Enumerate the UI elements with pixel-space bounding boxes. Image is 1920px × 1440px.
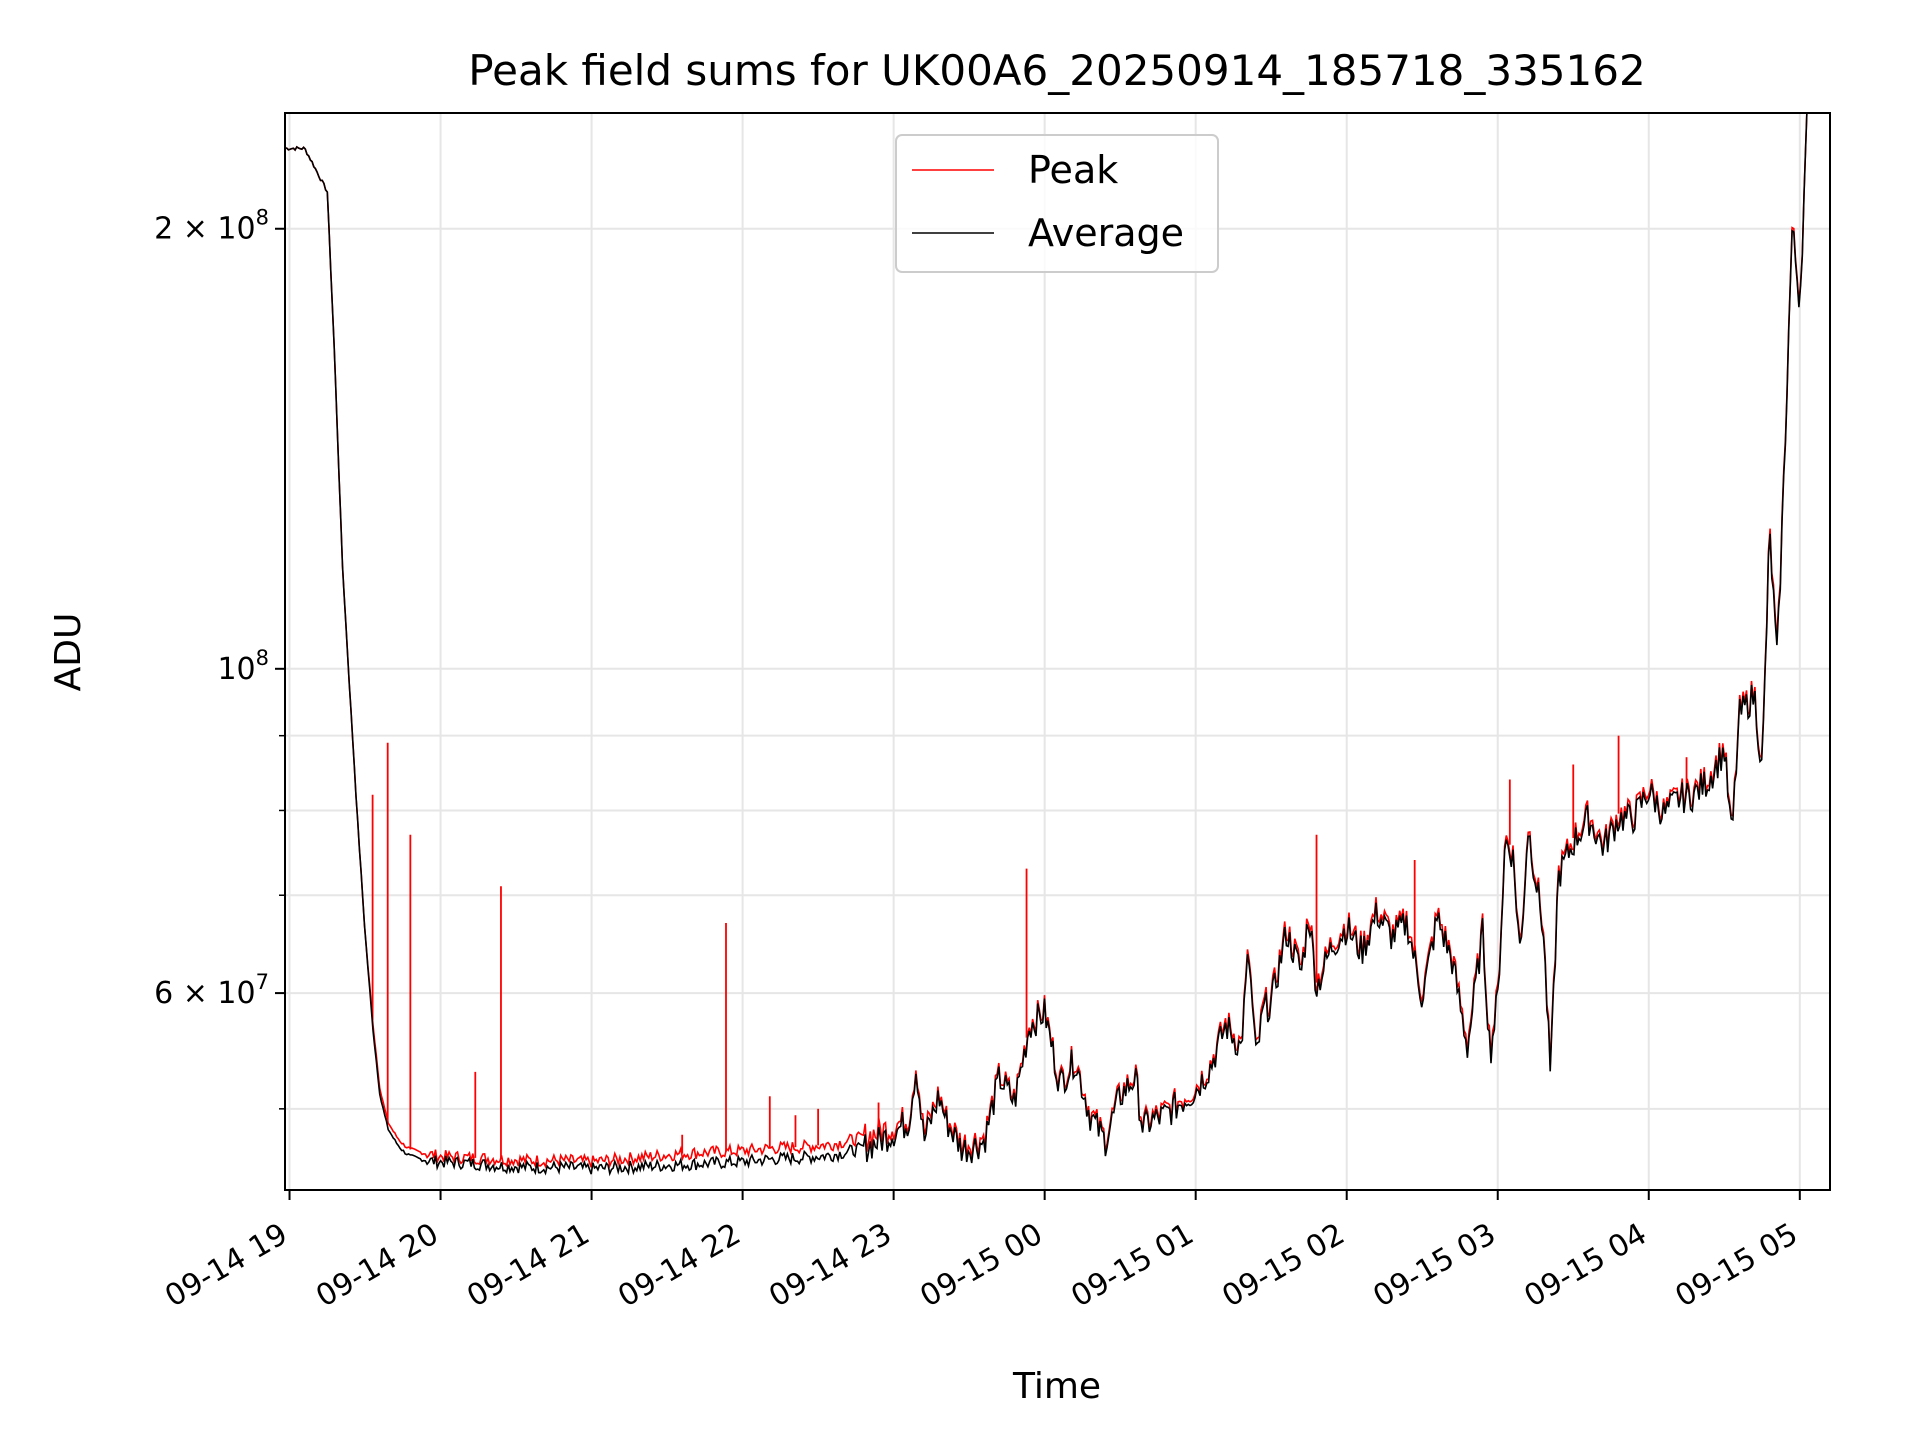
legend-peak-label: Peak bbox=[1028, 148, 1118, 192]
y-tick-base: 6 × 10 bbox=[154, 976, 255, 1011]
chart-title: Peak field sums for UK00A6_20250914_1857… bbox=[468, 46, 1645, 95]
y-tick-label: 6 × 107 bbox=[154, 970, 269, 1011]
y-axis-label: ADU bbox=[48, 613, 89, 692]
series-layer bbox=[285, 113, 1808, 1177]
y-tick-base: 10 bbox=[217, 652, 255, 687]
y-tick-label: 2 × 108 bbox=[154, 206, 269, 247]
x-axis-label: Time bbox=[1012, 1366, 1101, 1407]
y-tick-exponent: 8 bbox=[256, 206, 269, 230]
legend: Peak Average bbox=[895, 134, 1219, 273]
grid-layer bbox=[285, 113, 1830, 1190]
legend-average-label: Average bbox=[1028, 211, 1184, 255]
plot-area-frame bbox=[284, 112, 1831, 1191]
y-tick-exponent: 7 bbox=[256, 970, 269, 994]
y-tick-exponent: 8 bbox=[256, 646, 269, 670]
y-tick-label: 108 bbox=[217, 646, 269, 687]
y-tick-base: 2 × 10 bbox=[154, 212, 255, 247]
series-line-average bbox=[285, 113, 1808, 1177]
